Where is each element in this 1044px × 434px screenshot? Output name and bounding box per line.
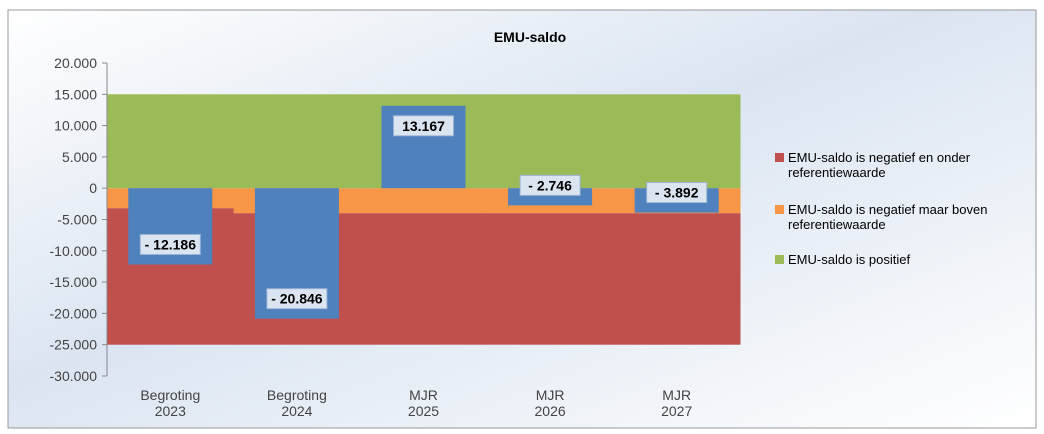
x-tick-line: Begroting [267,387,327,403]
y-tick-label: 5.000 [62,149,97,165]
data-label-box [393,115,454,137]
legend-item: EMU-saldo is positief [775,252,1025,267]
area-segment [486,213,614,345]
y-tick-label: 10.000 [54,118,97,134]
x-tick-line: 2026 [535,403,566,419]
legend-label: EMU-saldo is negatief maar boven referen… [788,202,988,232]
x-tick-line: MJR [662,387,691,403]
legend-item: EMU-saldo is negatief en onder referenti… [775,150,1025,180]
y-tick-label: 0 [89,180,97,196]
area-segment [360,213,488,345]
legend-swatch [775,205,784,214]
x-tick-line: MJR [536,387,565,403]
data-label-box [139,233,201,255]
data-label-box [519,174,581,196]
x-tick-line: 2024 [281,403,312,419]
y-tick-label: 15.000 [54,86,97,102]
y-tick-label: -20.000 [50,305,98,321]
area-segment [360,188,488,214]
x-tick-line: 2027 [661,403,692,419]
x-tick-line: 2025 [408,403,439,419]
area-segment [613,213,741,345]
x-tick-line: MJR [409,387,438,403]
data-label: 13.167 [402,118,445,134]
chart-title: EMU-saldo [494,29,566,45]
x-tick-label: MJR 2026 [535,387,566,419]
x-tick-line: Begroting [140,387,200,403]
y-tick-label: -15.000 [50,274,98,290]
area-segment [486,94,614,189]
x-tick-line: 2023 [155,403,186,419]
area-segment [233,94,361,189]
data-label-box [266,288,328,310]
legend-label: EMU-saldo is negatief en onder referenti… [788,150,971,180]
y-tick-label: -5.000 [57,212,97,228]
x-tick-label: Begroting 2024 [267,387,327,419]
data-label: - 12.186 [145,236,197,252]
x-tick-label: MJR 2027 [661,387,692,419]
area-segment [107,94,235,189]
legend-swatch [775,255,784,264]
legend-label: EMU-saldo is positief [788,252,911,267]
x-tick-label: MJR 2025 [408,387,439,419]
legend-swatch [775,153,784,162]
legend-item: EMU-saldo is negatief maar boven referen… [775,202,1025,232]
data-label: - 2.746 [528,177,572,193]
y-tick-label: -25.000 [50,337,98,353]
y-tick-label: 20.000 [54,55,97,71]
y-tick-label: -30.000 [50,368,98,384]
data-label: - 20.846 [271,291,323,307]
y-tick-label: -10.000 [50,243,98,259]
x-tick-label: Begroting 2023 [140,387,200,419]
data-label: - 3.892 [655,185,699,201]
area-segment [613,94,741,189]
data-label-box [646,182,708,204]
